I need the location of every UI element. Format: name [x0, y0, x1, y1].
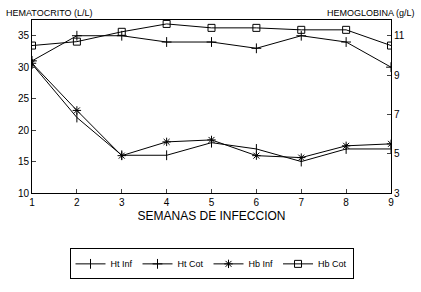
- svg-text:15: 15: [18, 156, 30, 167]
- svg-text:9: 9: [394, 70, 400, 81]
- svg-text:25: 25: [18, 93, 30, 104]
- svg-text:Hb Inf: Hb Inf: [249, 259, 274, 269]
- svg-text:9: 9: [388, 197, 394, 208]
- svg-text:7: 7: [298, 197, 304, 208]
- svg-text:Ht Inf: Ht Inf: [111, 259, 133, 269]
- svg-text:6: 6: [254, 197, 260, 208]
- svg-text:30: 30: [18, 62, 30, 73]
- svg-text:10: 10: [18, 188, 30, 199]
- svg-text:7: 7: [394, 109, 400, 120]
- svg-text:5: 5: [394, 148, 400, 159]
- svg-text:8: 8: [343, 197, 349, 208]
- svg-text:HEMOGLOBINA (g/L): HEMOGLOBINA (g/L): [327, 8, 415, 18]
- svg-text:11: 11: [394, 30, 405, 41]
- svg-text:3: 3: [119, 197, 125, 208]
- svg-text:Ht Cot: Ht Cot: [178, 259, 204, 269]
- svg-text:2: 2: [74, 197, 80, 208]
- svg-text:20: 20: [18, 125, 30, 136]
- svg-text:3: 3: [394, 188, 400, 199]
- svg-text:HEMATOCRITO (L/L): HEMATOCRITO (L/L): [6, 8, 93, 18]
- svg-text:35: 35: [18, 30, 30, 41]
- svg-text:4: 4: [164, 197, 170, 208]
- svg-text:5: 5: [209, 197, 215, 208]
- svg-text:SEMANAS DE INFECCION: SEMANAS DE INFECCION: [137, 209, 285, 223]
- svg-text:1: 1: [29, 197, 35, 208]
- svg-text:Hb Cot: Hb Cot: [318, 259, 347, 269]
